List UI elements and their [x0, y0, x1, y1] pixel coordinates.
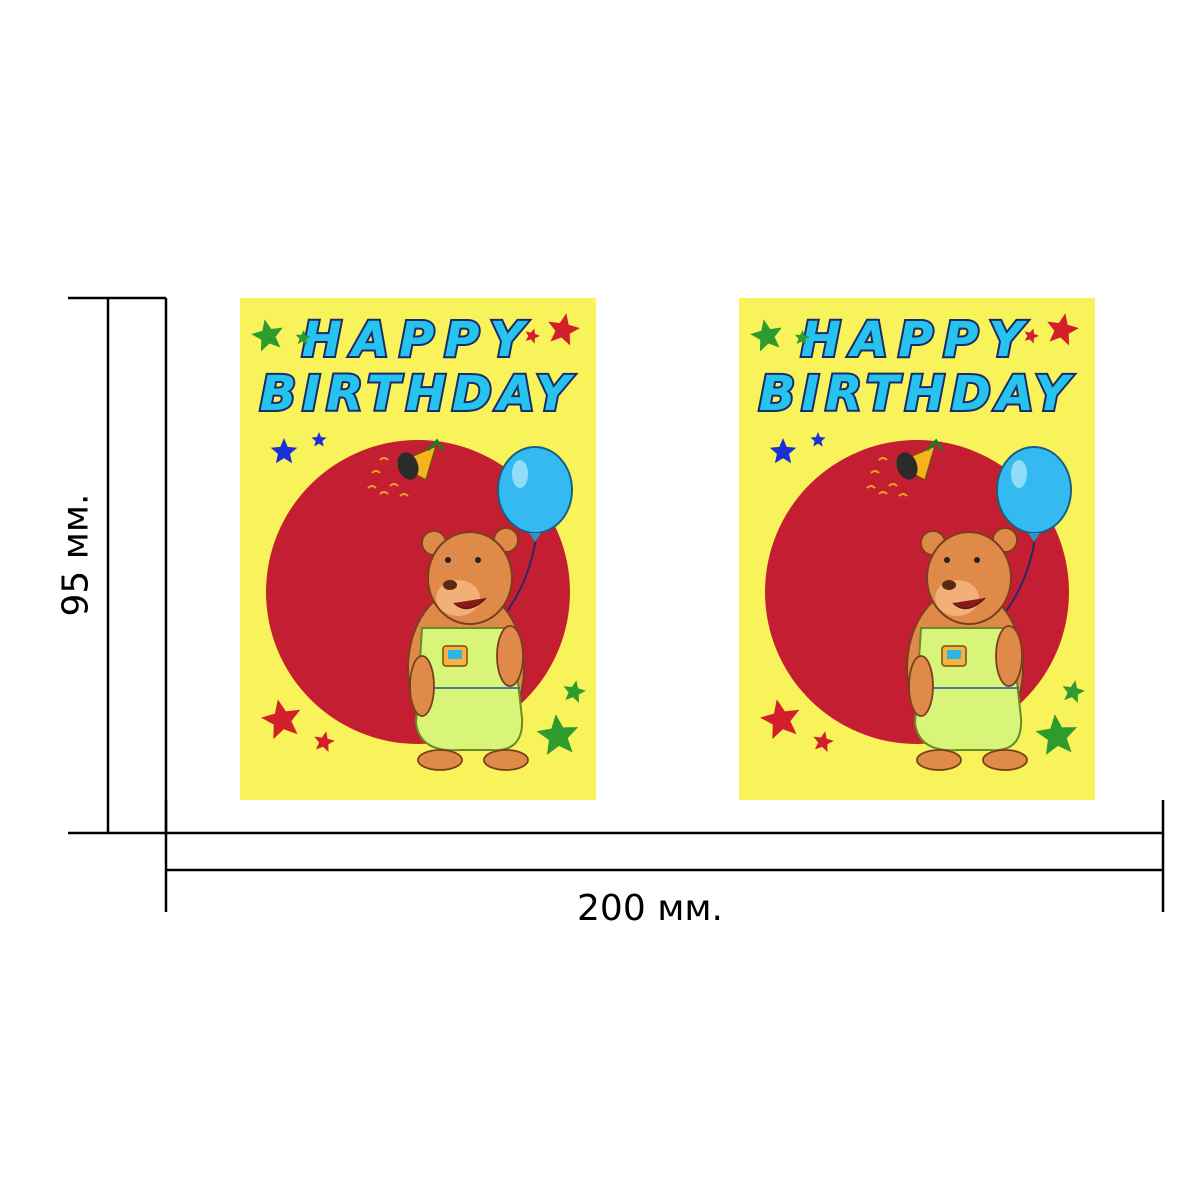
title-text: HAPPY BIRTHDAY: [258, 310, 576, 424]
star-icon: [760, 699, 800, 740]
star-icon: [1062, 680, 1085, 703]
star-icon: [563, 680, 586, 703]
star-icon: [525, 328, 540, 344]
star-icon: [750, 319, 782, 352]
birthday-card-left: HAPPY BIRTHDAY: [240, 298, 596, 800]
card-artwork: HAPPY BIRTHDAY: [240, 298, 596, 800]
star-icon: [311, 432, 327, 447]
star-icon: [270, 438, 298, 464]
star-icon: [314, 731, 335, 752]
star-icon: [813, 731, 834, 752]
party-horn-icon: [866, 438, 944, 497]
star-icon: [1024, 328, 1039, 344]
width-dimension-label: 200 мм.: [577, 888, 723, 929]
title-line-birthday: BIRTHDAY: [759, 366, 1075, 422]
star-icon: [548, 313, 580, 346]
bear-illustration: [407, 527, 529, 771]
star-icon: [1047, 313, 1079, 346]
party-horn-icon: [367, 438, 445, 497]
birthday-card-right: HAPPY BIRTHDAY: [739, 298, 1095, 800]
star-icon: [251, 319, 283, 352]
star-icon: [810, 432, 826, 447]
star-icon: [261, 699, 301, 740]
height-dimension-label: 95 мм.: [55, 493, 97, 617]
title-line-happy: HAPPY: [801, 312, 1033, 368]
star-icon: [295, 330, 311, 345]
star-icon: [794, 330, 810, 345]
card-artwork: HAPPY BIRTHDAY: [739, 298, 1095, 800]
star-icon: [536, 714, 579, 755]
star-icon: [1035, 714, 1078, 755]
star-icon: [769, 438, 797, 464]
title-line-birthday: BIRTHDAY: [260, 366, 576, 422]
balloon-icon: [497, 446, 573, 679]
bear-illustration: [906, 527, 1028, 771]
title-line-happy: HAPPY: [302, 312, 534, 368]
title-text: HAPPY BIRTHDAY: [757, 310, 1075, 424]
